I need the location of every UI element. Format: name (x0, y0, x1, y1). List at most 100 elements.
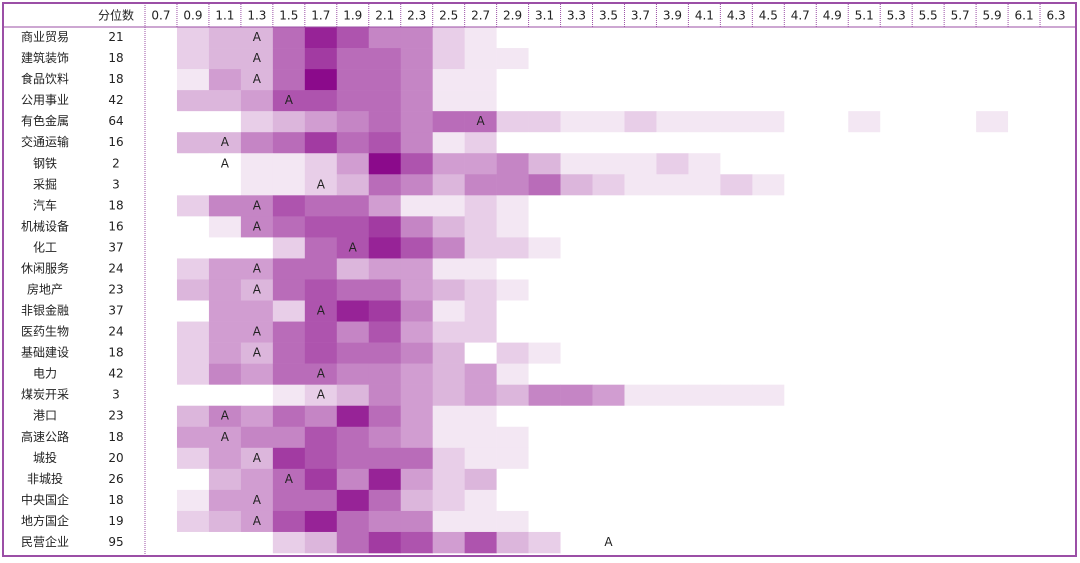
heat-cell (304, 489, 338, 512)
heat-cell (336, 237, 370, 259)
heat-cell (528, 258, 561, 280)
heat-cell (272, 531, 306, 554)
heat-cell (1008, 342, 1041, 364)
heat-cell (976, 279, 1009, 301)
heat-cell (560, 447, 593, 470)
heat-cell (496, 363, 529, 385)
heat-cell (688, 321, 721, 343)
heat-cell (592, 174, 625, 196)
heat-cell (176, 69, 210, 91)
row-count: 42 (108, 93, 123, 107)
heat-cell (720, 321, 753, 343)
heat-cell (336, 111, 370, 133)
heat-cell (208, 27, 242, 49)
heat-cell (848, 69, 881, 91)
heat-cell (624, 27, 657, 49)
heat-cell (1040, 531, 1073, 554)
heat-cell (560, 531, 593, 554)
heat-cell (656, 258, 689, 280)
heat-cell (976, 90, 1009, 112)
row-label: 电力 (33, 367, 57, 381)
heat-cell (880, 174, 913, 196)
heat-cell (848, 468, 881, 491)
heat-cell (368, 216, 402, 238)
heat-cell (176, 111, 210, 133)
heat-cell (912, 69, 945, 91)
heat-cell (464, 321, 497, 343)
heat-cell (1040, 363, 1073, 385)
heat-cell (976, 510, 1009, 533)
row-count: 24 (108, 261, 123, 275)
heat-cell (432, 426, 465, 449)
heat-cell (752, 384, 785, 407)
heat-cell (496, 426, 529, 449)
heat-cell (528, 174, 561, 196)
heat-cell (720, 363, 753, 385)
heat-cell (368, 531, 402, 554)
heat-cell (688, 132, 721, 154)
heat-cell (400, 447, 433, 470)
heat-cell (592, 342, 625, 364)
heat-cell (208, 174, 242, 196)
column-label: 5.1 (855, 9, 874, 23)
row-label: 钢铁 (33, 156, 57, 170)
heat-cell (400, 90, 433, 112)
heat-cell (656, 237, 689, 259)
heat-cell (208, 69, 242, 91)
heat-cell (880, 195, 913, 217)
heat-cell (145, 111, 178, 133)
heat-cell (496, 132, 529, 154)
heat-cell (400, 426, 433, 449)
heat-cell (656, 48, 689, 70)
heat-cell (1040, 48, 1073, 70)
marker-label: A (253, 261, 262, 275)
heat-cell (880, 447, 913, 470)
heat-cell (624, 405, 657, 428)
heat-cell (272, 363, 306, 385)
heat-cell (976, 27, 1009, 49)
heat-cell (1040, 132, 1073, 154)
heat-cell (528, 48, 561, 70)
heat-cell (272, 27, 306, 49)
heat-cell (720, 258, 753, 280)
heat-cell (944, 48, 977, 70)
column-label: 5.7 (951, 9, 970, 23)
heat-cell (720, 384, 753, 407)
heat-cell (944, 447, 977, 470)
heat-cell (848, 363, 881, 385)
heat-cell (400, 468, 433, 491)
marker-label: A (221, 409, 230, 423)
heat-cell (400, 69, 433, 91)
heat-cell (944, 132, 977, 154)
heat-cell (560, 174, 593, 196)
heat-cell (720, 90, 753, 112)
heat-cell (752, 216, 785, 238)
heat-cell (720, 510, 753, 533)
heat-cell (656, 384, 689, 407)
heat-cell (656, 489, 689, 512)
heat-cell (1008, 153, 1041, 175)
row-label: 商业贸易 (21, 29, 69, 44)
heat-cell (145, 237, 178, 259)
heat-cell (336, 510, 370, 533)
heat-cell (1008, 300, 1041, 322)
heat-cell (1008, 258, 1041, 280)
heat-cell (880, 468, 913, 491)
heat-cell (592, 216, 625, 238)
heat-cell (240, 195, 274, 217)
heat-cell (880, 321, 913, 343)
heat-cell (528, 69, 561, 91)
heat-cell (592, 531, 625, 554)
heat-cell (816, 279, 849, 301)
heat-cell (272, 237, 306, 259)
heat-cell (240, 300, 274, 322)
heat-cell (656, 279, 689, 301)
heat-cell (464, 174, 497, 196)
heat-cell (656, 174, 689, 196)
heat-cell (752, 468, 785, 491)
heat-cell (1008, 174, 1041, 196)
heat-cell (400, 153, 433, 175)
heat-cell (624, 300, 657, 322)
heat-cell (272, 447, 306, 470)
heat-cell (912, 279, 945, 301)
